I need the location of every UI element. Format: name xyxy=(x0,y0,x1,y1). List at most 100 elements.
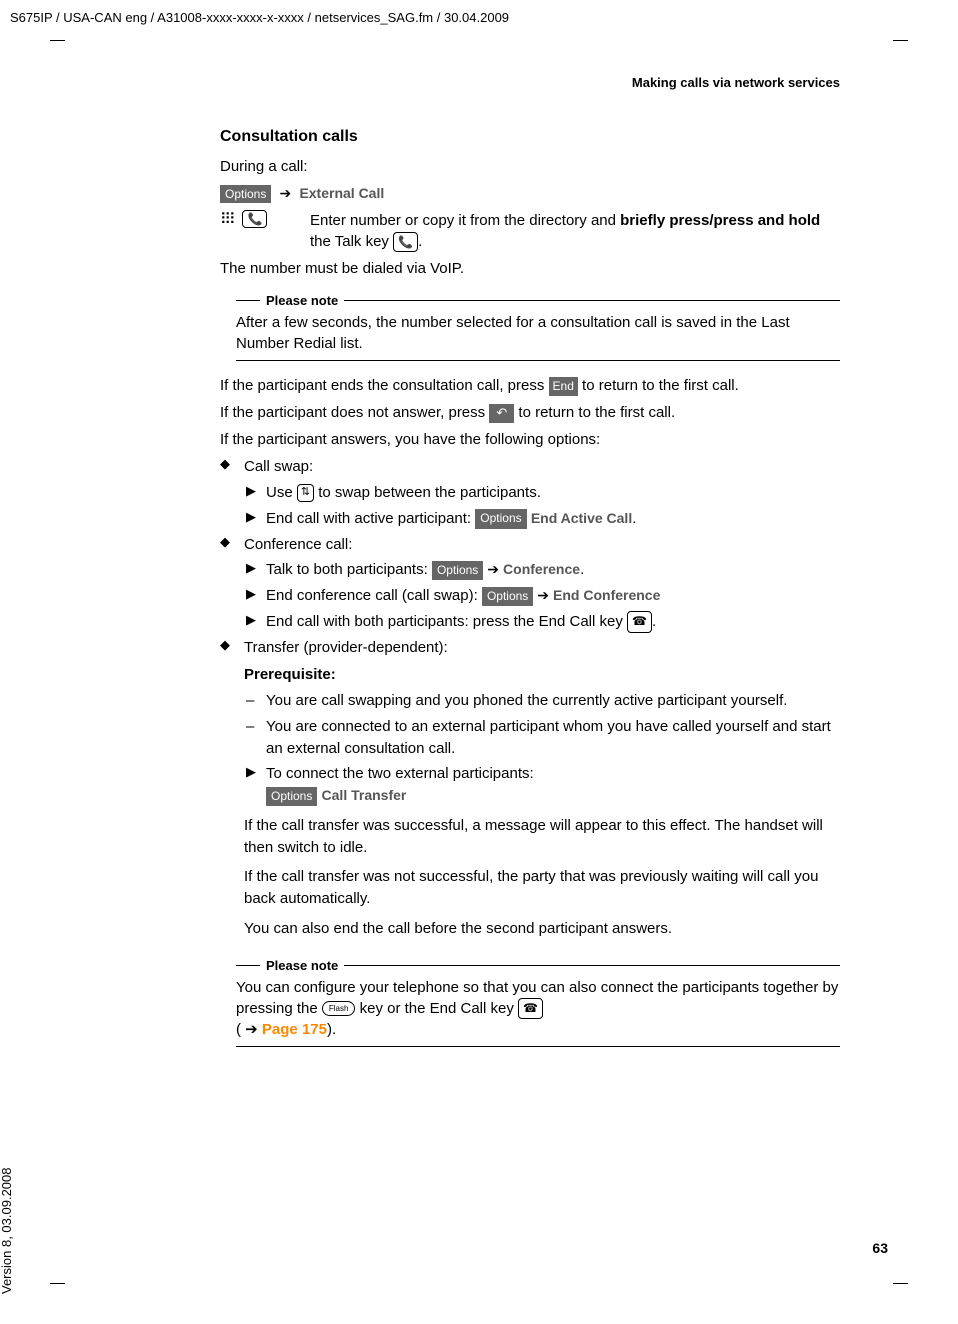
sub-list-item: ▶ Talk to both participants: Options➔Con… xyxy=(244,559,840,581)
text: to return to the first call. xyxy=(514,404,675,421)
page-link[interactable]: Page 175 xyxy=(262,1021,327,1038)
bullet-marker: ▶ xyxy=(244,559,266,581)
key-icons: ⠿⠇ 📞 xyxy=(220,210,310,252)
arrow-icon: ➔ xyxy=(245,1021,258,1038)
end-call-key-icon: ☎ xyxy=(627,611,652,632)
text: To connect the two external participants… xyxy=(266,763,840,807)
body-text: You can also end the call before the sec… xyxy=(244,918,840,940)
text: to swap between the participants. xyxy=(314,484,541,501)
text: To connect the two external participants… xyxy=(266,765,534,782)
text: End conference call (call swap): xyxy=(266,587,482,604)
options-button: Options xyxy=(220,185,271,204)
note-header: Please note xyxy=(236,293,840,308)
body-text: If the call transfer was successful, a m… xyxy=(244,815,840,859)
text: ( xyxy=(236,1021,245,1038)
document-header: S675IP / USA-CAN eng / A31008-xxxx-xxxx-… xyxy=(10,10,509,25)
text: End call with active participant: Option… xyxy=(266,508,840,530)
divider xyxy=(236,1046,840,1047)
flash-key-icon: Flash xyxy=(322,1001,356,1016)
text: You are call swapping and you phoned the… xyxy=(266,690,840,712)
body-text: If the participant does not answer, pres… xyxy=(220,402,840,423)
divider xyxy=(344,300,840,301)
options-button: Options xyxy=(475,509,526,528)
list-item: ◆ Transfer (provider-dependent): Prerequ… xyxy=(220,637,840,807)
end-call-key-icon: ☎ xyxy=(518,998,543,1019)
menu-item: End Conference xyxy=(553,587,660,603)
crop-mark xyxy=(50,40,65,41)
text: Talk to both participants: Options➔Confe… xyxy=(266,559,840,581)
options-button: Options xyxy=(482,587,533,606)
dash-marker: – xyxy=(244,690,266,712)
crop-mark xyxy=(50,1283,65,1284)
text: If the participant does not answer, pres… xyxy=(220,404,489,421)
bullet-marker: ◆ xyxy=(220,637,244,807)
text: If the participant ends the consultation… xyxy=(220,377,549,394)
arrow-icon: ➔ xyxy=(280,184,292,204)
text: End conference call (call swap): Options… xyxy=(266,585,840,607)
body-text: If the call transfer was not successful,… xyxy=(244,866,840,910)
text: Use ⇅ to swap between the participants. xyxy=(266,482,840,504)
text: End call with both participants: press t… xyxy=(266,613,627,630)
menu-item: External Call xyxy=(299,185,384,201)
menu-item: Call Transfer xyxy=(322,787,407,803)
list-item: ◆ Call swap: ▶ Use ⇅ to swap between the… xyxy=(220,456,840,529)
body-text: The number must be dialed via VoIP. xyxy=(220,258,840,279)
dash-marker: – xyxy=(244,716,266,760)
page-content: Making calls via network services Consul… xyxy=(220,75,840,1061)
prerequisite-label: Prerequisite: xyxy=(244,664,840,686)
bullet-list: ◆ Call swap: ▶ Use ⇅ to swap between the… xyxy=(220,456,840,807)
talk-key-icon: 📞 xyxy=(242,210,267,228)
bullet-marker: ◆ xyxy=(220,534,244,633)
text: Call swap: xyxy=(244,458,313,475)
back-button: ↶ xyxy=(489,404,514,422)
dash-list-item: – You are connected to an external parti… xyxy=(244,716,840,760)
text: ). xyxy=(327,1021,336,1038)
talk-key-icon: 📞 xyxy=(393,232,418,253)
body-text: If the participant answers, you have the… xyxy=(220,429,840,450)
instruction-text: Enter number or copy it from the directo… xyxy=(310,210,840,252)
section-title: Consultation calls xyxy=(220,128,840,146)
menu-path: Options ➔ External Call xyxy=(220,183,840,204)
text: End call with active participant: xyxy=(266,510,475,527)
divider xyxy=(344,965,840,966)
text: Enter number or copy it from the directo… xyxy=(310,212,620,229)
sub-list-item: ▶ End call with both participants: press… xyxy=(244,611,840,633)
crop-mark xyxy=(893,1283,908,1284)
bullet-content: Call swap: ▶ Use ⇅ to swap between the p… xyxy=(244,456,840,529)
end-button: End xyxy=(549,377,578,396)
arrow-icon: ➔ xyxy=(537,585,549,605)
sub-list-item: ▶ End call with active participant: Opti… xyxy=(244,508,840,530)
list-item: ◆ Conference call: ▶ Talk to both partic… xyxy=(220,534,840,633)
crop-mark xyxy=(893,40,908,41)
text: Conference call: xyxy=(244,536,352,553)
sub-list-item: ▶ Use ⇅ to swap between the participants… xyxy=(244,482,840,504)
note-label: Please note xyxy=(260,293,344,308)
text: End call with both participants: press t… xyxy=(266,611,840,633)
options-button: Options xyxy=(266,787,317,806)
text: key or the End Call key xyxy=(355,1000,518,1017)
updown-key-icon: ⇅ xyxy=(297,484,314,502)
sub-list-item: ▶ End conference call (call swap): Optio… xyxy=(244,585,840,607)
text: Talk to both participants: xyxy=(266,561,432,578)
arrow-icon: ➔ xyxy=(487,559,499,579)
bullet-marker: ▶ xyxy=(244,482,266,504)
note-header: Please note xyxy=(236,958,840,973)
bullet-marker: ▶ xyxy=(244,611,266,633)
divider xyxy=(236,965,260,966)
text: to return to the first call. xyxy=(578,377,739,394)
menu-item: End Active Call xyxy=(531,510,632,526)
bullet-content: Transfer (provider-dependent): Prerequis… xyxy=(244,637,840,807)
divider xyxy=(236,300,260,301)
note-text: You can configure your telephone so that… xyxy=(236,977,840,1040)
text: You are connected to an external partici… xyxy=(266,716,840,760)
page-header: Making calls via network services xyxy=(220,75,840,90)
bullet-marker: ◆ xyxy=(220,456,244,529)
text: Transfer (provider-dependent): xyxy=(244,639,448,656)
bullet-marker: ▶ xyxy=(244,508,266,530)
body-text: If the participant ends the consultation… xyxy=(220,375,840,396)
options-button: Options xyxy=(432,561,483,580)
body-text: During a call: xyxy=(220,156,840,177)
note-label: Please note xyxy=(260,958,344,973)
bullet-content: Conference call: ▶ Talk to both particip… xyxy=(244,534,840,633)
bullet-marker: ▶ xyxy=(244,585,266,607)
